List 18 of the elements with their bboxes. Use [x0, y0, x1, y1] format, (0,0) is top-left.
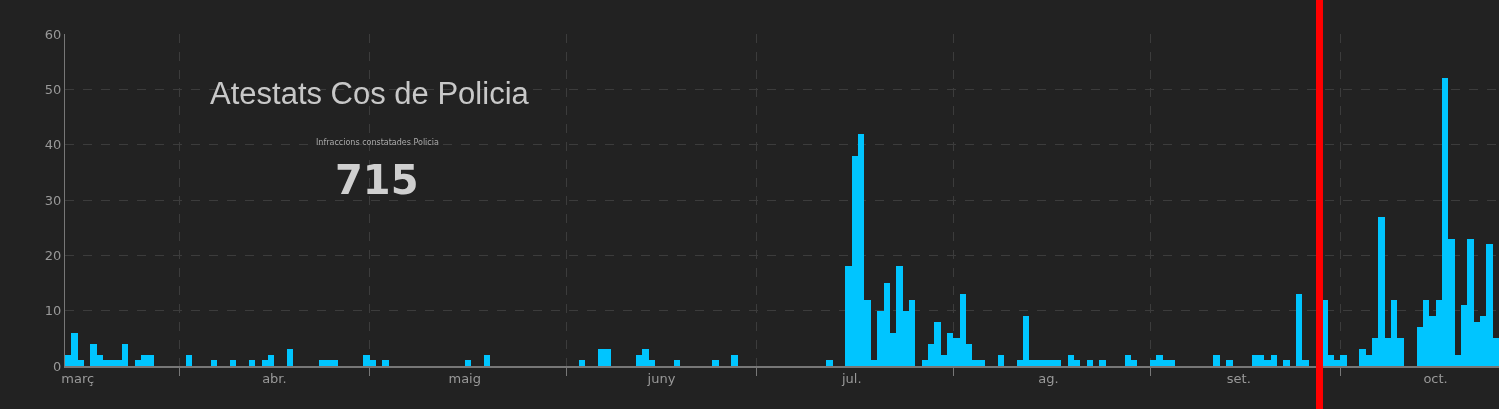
- x-tick-label: abr.: [262, 371, 287, 387]
- y-tick-label: 50: [44, 81, 62, 97]
- y-tick-label: 10: [44, 303, 62, 319]
- annotation: 715: [335, 157, 419, 203]
- x-tick-label: set.: [1226, 371, 1251, 387]
- text: Atestats Cos de Policia: [210, 75, 530, 111]
- x-tick-label: oct.: [1423, 371, 1448, 387]
- y-tick-label: 40: [44, 137, 62, 153]
- y-tick-label: 30: [44, 192, 62, 208]
- annotation: Infraccions constatades Policia: [316, 138, 439, 147]
- x-tick-label: juny: [646, 371, 676, 387]
- x-tick-label: jul.: [841, 371, 862, 387]
- x-tick-label: març: [61, 371, 95, 387]
- x-tick-label: maig: [448, 371, 481, 387]
- y-tick-label: 0: [53, 358, 62, 374]
- y-tick-label: 60: [44, 26, 62, 42]
- y-tick-label: 20: [44, 247, 62, 263]
- x-tick-label: ag.: [1038, 371, 1059, 387]
